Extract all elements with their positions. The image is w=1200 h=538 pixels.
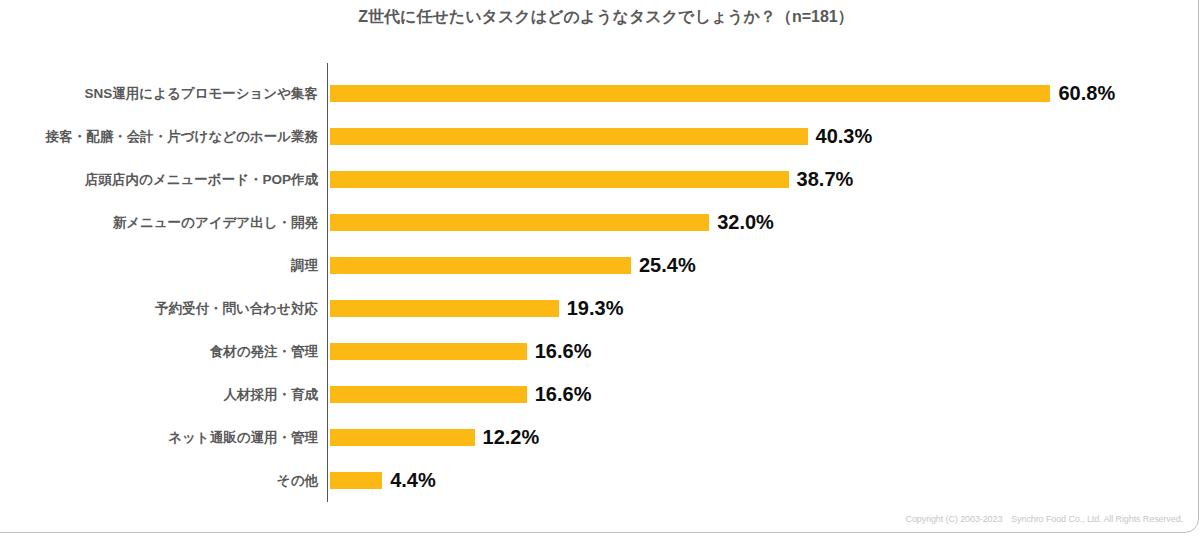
chart-row: 接客・配膳・会計・片づけなどのホール業務 40.3% xyxy=(0,115,1200,158)
value-label: 38.7% xyxy=(797,168,854,191)
bar xyxy=(330,128,808,145)
category-label: ネット通販の運用・管理 xyxy=(0,429,318,447)
value-label: 16.6% xyxy=(535,340,592,363)
category-label: 接客・配膳・会計・片づけなどのホール業務 xyxy=(0,128,318,146)
chart-row: 人材採用・育成 16.6% xyxy=(0,373,1200,416)
chart-row: SNS運用によるプロモーションや集客 60.8% xyxy=(0,72,1200,115)
value-label: 16.6% xyxy=(535,383,592,406)
value-label: 25.4% xyxy=(639,254,696,277)
chart-row: 新メニューのアイデア出し・開発 32.0% xyxy=(0,201,1200,244)
chart-row: 予約受付・問い合わせ対応 19.3% xyxy=(0,287,1200,330)
bar xyxy=(330,429,475,446)
chart-row: 食材の発注・管理 16.6% xyxy=(0,330,1200,373)
copyright-text: Copyright (C) 2003-2023 Synchro Food Co.… xyxy=(906,513,1183,526)
chart-row: 店頭店内のメニューボード・POP作成 38.7% xyxy=(0,158,1200,201)
value-label: 19.3% xyxy=(567,297,624,320)
value-label: 40.3% xyxy=(816,125,873,148)
bar-group: 40.3% xyxy=(330,125,872,148)
chart-row: ネット通販の運用・管理 12.2% xyxy=(0,416,1200,459)
bar-group: 4.4% xyxy=(330,469,436,492)
bar xyxy=(330,214,709,231)
category-label: 新メニューのアイデア出し・開発 xyxy=(0,214,318,232)
chart-title: Z世代に任せたいタスクはどのようなタスクでしょうか？（n=181） xyxy=(10,7,1200,28)
bar xyxy=(330,386,527,403)
bar-group: 19.3% xyxy=(330,297,623,320)
category-label: SNS運用によるプロモーションや集客 xyxy=(0,85,318,103)
category-label: 店頭店内のメニューボード・POP作成 xyxy=(0,171,318,189)
chart-row: その他 4.4% xyxy=(0,459,1200,502)
bar-group: 12.2% xyxy=(330,426,539,449)
bar-group: 16.6% xyxy=(330,383,591,406)
bar-chart: SNS運用によるプロモーションや集客 60.8% 接客・配膳・会計・片づけなどのホー… xyxy=(0,72,1200,502)
category-label: 人材採用・育成 xyxy=(0,386,318,404)
bar xyxy=(330,171,789,188)
bar xyxy=(330,343,527,360)
value-label: 32.0% xyxy=(717,211,774,234)
category-label: その他 xyxy=(0,472,318,490)
bar-group: 25.4% xyxy=(330,254,696,277)
bar-group: 38.7% xyxy=(330,168,853,191)
bar xyxy=(330,257,631,274)
value-label: 12.2% xyxy=(483,426,540,449)
category-label: 食材の発注・管理 xyxy=(0,343,318,361)
bar-group: 60.8% xyxy=(330,82,1115,105)
value-label: 60.8% xyxy=(1058,82,1115,105)
category-label: 予約受付・問い合わせ対応 xyxy=(0,300,318,318)
chart-row: 調理 25.4% xyxy=(0,244,1200,287)
bar-group: 16.6% xyxy=(330,340,591,363)
bar-group: 32.0% xyxy=(330,211,774,234)
bar xyxy=(330,85,1050,102)
bar xyxy=(330,472,382,489)
value-label: 4.4% xyxy=(390,469,436,492)
bar xyxy=(330,300,559,317)
category-label: 調理 xyxy=(0,257,318,275)
